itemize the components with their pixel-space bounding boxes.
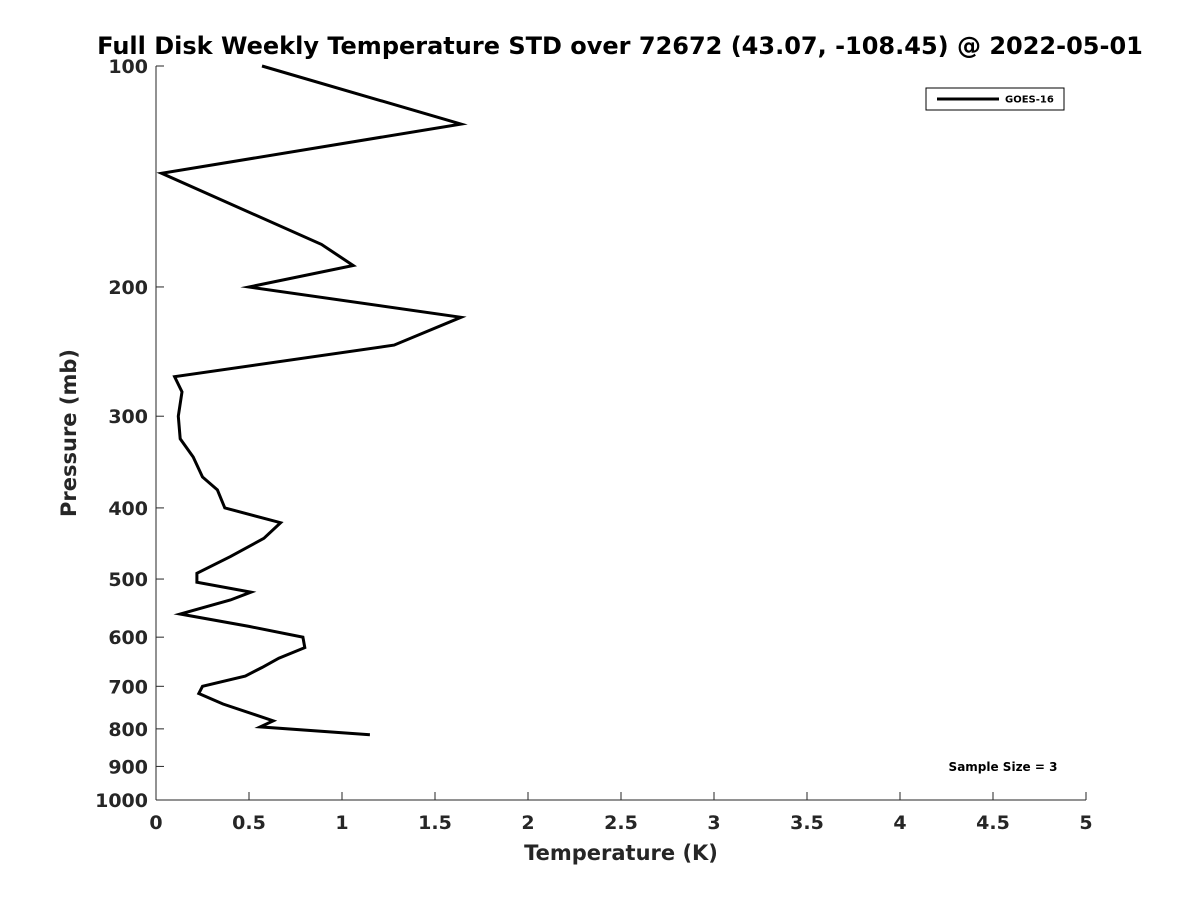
y-tick-label: 700 (108, 676, 148, 698)
x-tick-label: 3 (707, 812, 720, 834)
x-tick-label: 0.5 (232, 812, 266, 834)
x-axis-ticks: 0 0.5 1 1.5 2 2.5 3 3.5 4 4.5 5 (149, 792, 1093, 834)
x-tick-label: 2 (521, 812, 534, 834)
x-tick-label: 4.5 (976, 812, 1010, 834)
sample-size-annotation: Sample Size = 3 (949, 760, 1058, 774)
y-tick-label: 800 (108, 719, 148, 741)
x-axis-label: Temperature (K) (524, 841, 718, 865)
x-tick-label: 3.5 (790, 812, 824, 834)
y-axis-ticks: 100 200 300 400 500 600 700 800 900 1000 (95, 56, 164, 812)
legend: GOES-16 (925, 87, 1065, 111)
x-tick-label: 5 (1079, 812, 1092, 834)
y-tick-label: 400 (108, 498, 148, 520)
chart-title: Full Disk Weekly Temperature STD over 72… (97, 32, 1143, 60)
y-tick-label: 300 (108, 406, 148, 428)
y-tick-label: 200 (108, 277, 148, 299)
x-tick-label: 2.5 (604, 812, 638, 834)
x-tick-label: 1.5 (418, 812, 452, 834)
y-tick-label: 100 (108, 56, 148, 78)
x-tick-label: 4 (893, 812, 906, 834)
series-line-goes-16 (156, 64, 468, 737)
x-tick-label: 1 (335, 812, 348, 834)
y-tick-label: 1000 (95, 790, 148, 812)
series-layer (156, 64, 468, 737)
y-axis-label: Pressure (mb) (57, 349, 81, 517)
x-tick-label: 0 (149, 812, 162, 834)
y-tick-label: 500 (108, 569, 148, 591)
y-tick-label: 900 (108, 756, 148, 778)
y-tick-label: 600 (108, 627, 148, 649)
legend-label-goes-16: GOES-16 (1005, 95, 1054, 106)
